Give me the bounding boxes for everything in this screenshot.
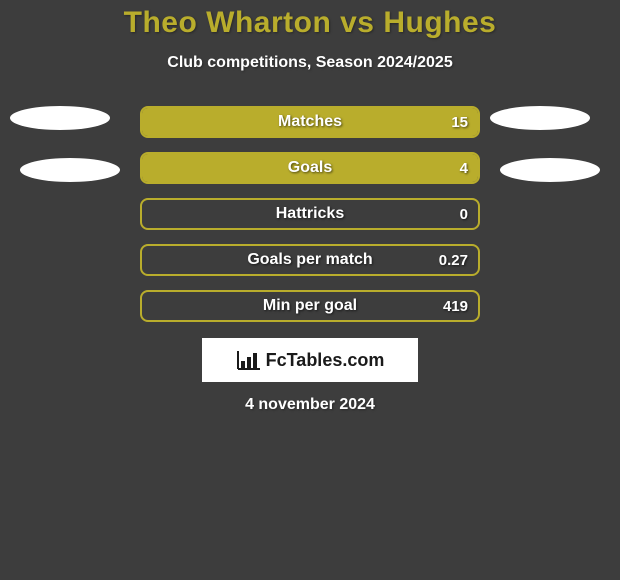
stat-label: Matches (142, 108, 478, 136)
stat-label: Min per goal (142, 292, 478, 320)
ellipse-right-bottom (500, 158, 600, 182)
logo-box: FcTables.com (202, 338, 418, 382)
bar-chart-icon (236, 349, 262, 371)
stat-value: 4 (460, 154, 468, 182)
stat-row: Goals 4 (140, 152, 480, 184)
stat-rows: Matches 15 Goals 4 Hattricks 0 Goals per… (140, 106, 480, 322)
stat-row: Goals per match 0.27 (140, 244, 480, 276)
stat-row: Matches 15 (140, 106, 480, 138)
date-line: 4 november 2024 (0, 396, 620, 414)
stat-label: Goals (142, 154, 478, 182)
ellipse-left-top (10, 106, 110, 130)
page-title: Theo Wharton vs Hughes (0, 0, 620, 40)
page-root: Theo Wharton vs Hughes Club competitions… (0, 0, 620, 580)
chart-area: Matches 15 Goals 4 Hattricks 0 Goals per… (0, 106, 620, 414)
page-subtitle: Club competitions, Season 2024/2025 (0, 54, 620, 72)
ellipse-right-top (490, 106, 590, 130)
stat-value: 15 (451, 108, 468, 136)
stat-label: Hattricks (142, 200, 478, 228)
stat-label: Goals per match (142, 246, 478, 274)
ellipse-left-bottom (20, 158, 120, 182)
stat-value: 0.27 (439, 246, 468, 274)
stat-row: Hattricks 0 (140, 198, 480, 230)
logo-text: FcTables.com (266, 350, 385, 371)
stat-row: Min per goal 419 (140, 290, 480, 322)
stat-value: 0 (460, 200, 468, 228)
stat-value: 419 (443, 292, 468, 320)
